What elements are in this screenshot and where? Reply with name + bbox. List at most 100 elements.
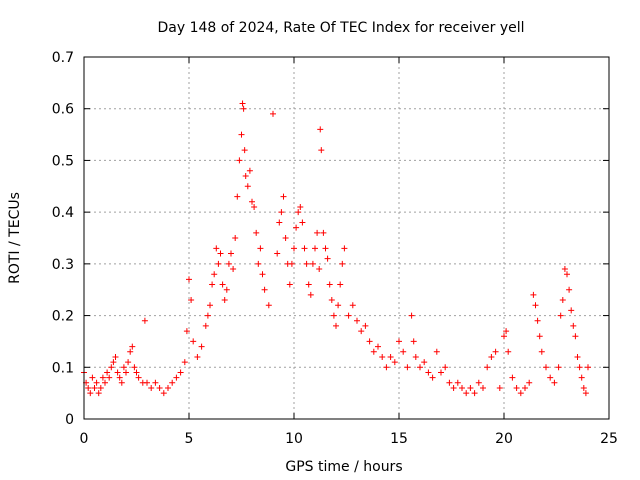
data-point: [558, 313, 564, 319]
y-tick-label: 0.5: [52, 153, 74, 169]
data-point: [87, 390, 93, 396]
x-tick-label: 20: [495, 431, 513, 447]
data-point: [350, 302, 356, 308]
data-point: [346, 313, 352, 319]
data-point: [117, 375, 123, 381]
data-point: [310, 261, 316, 267]
data-points: [81, 101, 591, 397]
x-tick-label: 0: [80, 431, 89, 447]
data-point: [127, 349, 133, 355]
data-point: [434, 349, 440, 355]
data-point: [295, 209, 301, 215]
data-point: [281, 194, 287, 200]
data-point: [230, 266, 236, 272]
data-point: [438, 369, 444, 375]
data-point: [442, 364, 448, 370]
data-point: [106, 375, 112, 381]
data-point: [358, 328, 364, 334]
chart-title: Day 148 of 2024, Rate Of TEC Index for r…: [157, 20, 524, 36]
data-point: [505, 349, 511, 355]
data-point: [467, 385, 473, 391]
data-point: [451, 385, 457, 391]
data-point: [327, 282, 333, 288]
data-point: [205, 313, 211, 319]
data-point: [232, 235, 238, 241]
data-point: [312, 245, 318, 251]
data-point: [142, 318, 148, 324]
data-point: [266, 302, 272, 308]
data-point: [96, 390, 102, 396]
data-point: [243, 173, 249, 179]
data-point: [297, 204, 303, 210]
data-point: [213, 245, 219, 251]
data-point: [249, 199, 255, 205]
data-point: [400, 349, 406, 355]
data-point: [323, 245, 329, 251]
data-point: [526, 380, 532, 386]
data-point: [262, 287, 268, 293]
data-point: [299, 219, 305, 225]
y-tick-label: 0.6: [52, 102, 74, 118]
data-point: [291, 245, 297, 251]
data-point: [314, 230, 320, 236]
data-point: [236, 157, 242, 163]
axis-ticks: [84, 57, 609, 419]
data-point: [320, 230, 326, 236]
data-point: [165, 385, 171, 391]
data-point: [463, 390, 469, 396]
data-point: [173, 375, 179, 381]
y-tick-label: 0.3: [52, 257, 74, 273]
data-point: [404, 364, 410, 370]
data-point: [218, 251, 224, 257]
y-axis-label: ROTI / TECUs: [7, 192, 23, 284]
data-point: [178, 369, 184, 375]
data-point: [514, 385, 520, 391]
data-point: [522, 385, 528, 391]
data-point: [459, 385, 465, 391]
data-point: [260, 271, 266, 277]
x-tick-label: 5: [185, 431, 194, 447]
data-point: [371, 349, 377, 355]
data-point: [306, 282, 312, 288]
data-point: [564, 271, 570, 277]
y-tick-label: 0.2: [52, 309, 74, 325]
data-point: [383, 364, 389, 370]
data-point: [476, 380, 482, 386]
y-tick-label: 0.4: [52, 205, 74, 221]
data-point: [577, 364, 583, 370]
data-point: [562, 266, 568, 272]
data-point: [302, 245, 308, 251]
data-point: [228, 251, 234, 257]
data-point: [85, 385, 91, 391]
data-point: [535, 318, 541, 324]
data-point: [488, 354, 494, 360]
data-point: [136, 375, 142, 381]
data-point: [409, 313, 415, 319]
data-point: [287, 282, 293, 288]
data-point: [493, 349, 499, 355]
data-point: [134, 369, 140, 375]
data-point: [556, 364, 562, 370]
data-point: [518, 390, 524, 396]
grid-lines: [84, 57, 609, 419]
data-point: [108, 364, 114, 370]
data-point: [501, 333, 507, 339]
data-point: [125, 359, 131, 365]
data-point: [570, 323, 576, 329]
data-point: [161, 390, 167, 396]
data-point: [543, 364, 549, 370]
x-tick-labels: 0 5 10 15 20 25: [80, 431, 618, 447]
data-point: [329, 297, 335, 303]
y-tick-label: 0.7: [52, 50, 74, 66]
data-point: [497, 385, 503, 391]
data-point: [278, 209, 284, 215]
data-point: [568, 307, 574, 313]
data-point: [304, 261, 310, 267]
data-point: [316, 266, 322, 272]
data-point: [129, 344, 135, 350]
data-point: [186, 276, 192, 282]
data-point: [190, 338, 196, 344]
data-point: [211, 271, 217, 277]
data-point: [480, 385, 486, 391]
plot-frame: [84, 57, 609, 419]
